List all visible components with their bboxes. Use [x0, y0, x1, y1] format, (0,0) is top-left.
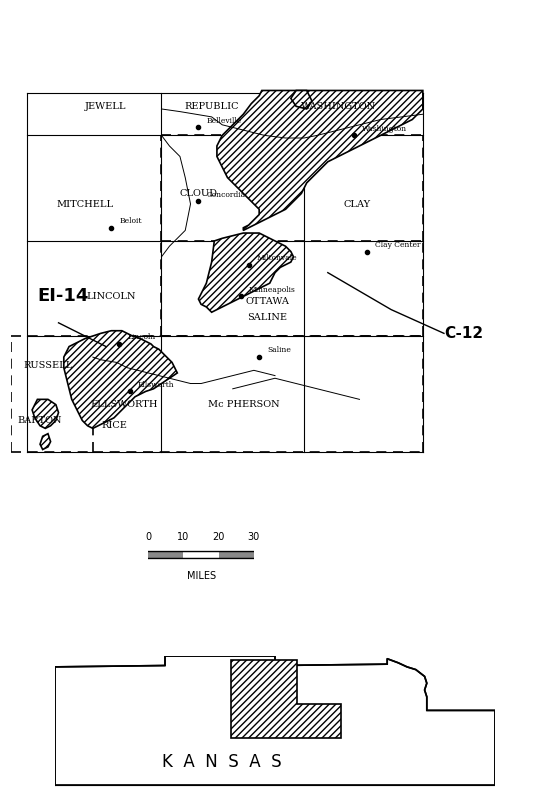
Text: Ellsworth: Ellsworth [138, 381, 174, 389]
Text: MITCHELL: MITCHELL [56, 199, 113, 209]
Polygon shape [40, 434, 51, 450]
Text: RUSSELL: RUSSELL [23, 361, 73, 370]
Text: JEWELL: JEWELL [85, 102, 127, 111]
Polygon shape [291, 90, 312, 109]
Text: SALINE: SALINE [247, 313, 287, 322]
Text: Mc PHERSON: Mc PHERSON [207, 400, 279, 409]
Text: Belleville: Belleville [206, 117, 241, 125]
Text: WASHINGTON: WASHINGTON [301, 102, 376, 111]
Polygon shape [55, 656, 495, 786]
Polygon shape [64, 330, 177, 429]
Text: BARTON: BARTON [18, 416, 62, 425]
Polygon shape [217, 90, 423, 230]
Text: OTTAWA: OTTAWA [245, 297, 289, 306]
Text: Minneapolis: Minneapolis [249, 286, 295, 294]
Text: ELLSWORTH: ELLSWORTH [91, 400, 158, 409]
Text: Beloit: Beloit [119, 217, 142, 225]
Text: 20: 20 [212, 532, 225, 542]
Text: CLOUD: CLOUD [179, 189, 217, 198]
Text: 0: 0 [145, 532, 151, 542]
Text: Washington: Washington [362, 125, 407, 133]
Text: K  A  N  S  A  S: K A N S A S [162, 753, 282, 771]
Text: MILES: MILES [186, 571, 216, 581]
Polygon shape [231, 660, 341, 738]
Text: Saline: Saline [267, 346, 291, 354]
Text: Miltonvale: Miltonvale [256, 254, 297, 262]
Text: C-12: C-12 [444, 326, 483, 341]
Polygon shape [199, 233, 294, 312]
Text: REPUBLIC: REPUBLIC [184, 102, 239, 111]
Text: Clay Center: Clay Center [375, 241, 421, 249]
Text: RICE: RICE [101, 422, 127, 430]
Text: CLAY: CLAY [343, 199, 370, 209]
Text: LINCOLN: LINCOLN [86, 292, 136, 301]
Text: 10: 10 [177, 532, 190, 542]
Text: Concordia: Concordia [206, 190, 245, 198]
Text: 30: 30 [248, 532, 260, 542]
Text: EI-14: EI-14 [37, 287, 89, 306]
Text: Lincoln: Lincoln [127, 334, 156, 342]
Polygon shape [32, 399, 58, 429]
